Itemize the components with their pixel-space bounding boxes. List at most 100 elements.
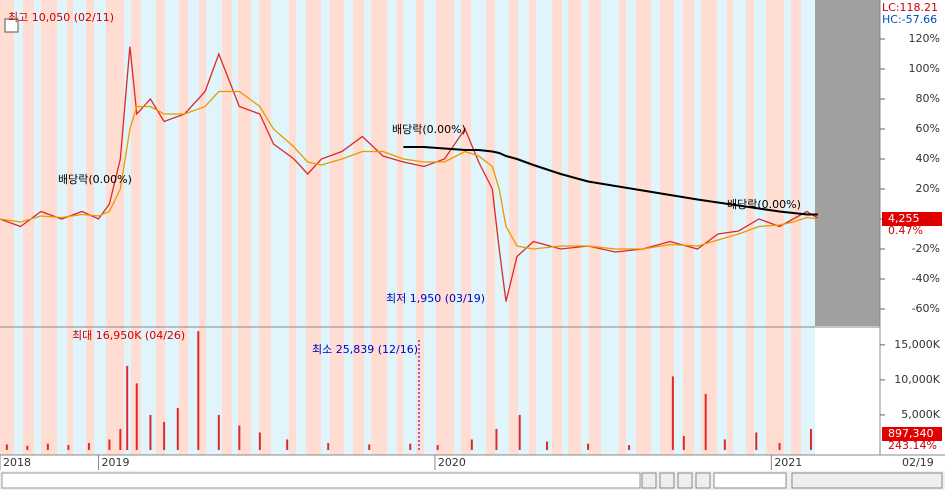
- stripe: [636, 0, 651, 455]
- stripe: [529, 0, 536, 455]
- stripe: [41, 0, 57, 455]
- volume-bar: [587, 443, 590, 450]
- annotation: 0.47%: [888, 224, 923, 237]
- stripe: [536, 0, 552, 455]
- volume-bar: [176, 407, 179, 450]
- volume-bar: [495, 428, 498, 450]
- y-tick-label: -60%: [912, 302, 940, 315]
- stripe: [424, 0, 436, 455]
- forward-button[interactable]: [695, 472, 711, 489]
- stripe: [206, 0, 222, 455]
- stripe: [199, 0, 206, 455]
- volume-bar: [135, 383, 138, 450]
- stripe: [486, 0, 495, 455]
- stripe: [397, 0, 403, 455]
- stripe: [131, 0, 141, 455]
- future-area: [815, 0, 880, 326]
- stripe: [141, 0, 156, 455]
- annotation: HC:-57.66: [882, 13, 937, 26]
- stripe: [766, 0, 784, 455]
- stripe: [94, 0, 106, 455]
- stripe: [495, 0, 509, 455]
- stripe: [34, 0, 41, 455]
- scrollbar[interactable]: [1, 472, 641, 489]
- stripe: [124, 0, 131, 455]
- stripe: [271, 0, 289, 455]
- stripe: [552, 0, 562, 455]
- stripe: [562, 0, 568, 455]
- volume-bar: [327, 442, 330, 450]
- stripe: [461, 0, 471, 455]
- annotation: 4,255: [888, 212, 920, 225]
- annotation: LC:118.21: [882, 1, 938, 14]
- annotation: 최고 10,050 (02/11): [8, 11, 114, 24]
- stripe: [733, 0, 746, 455]
- stripe: [403, 0, 416, 455]
- volume-bar: [108, 439, 111, 450]
- stripe: [321, 0, 330, 455]
- stripe: [106, 0, 124, 455]
- stripe: [188, 0, 199, 455]
- annotation: 배당락(0.00%): [392, 123, 466, 136]
- volume-bar: [5, 444, 8, 450]
- stripe: [222, 0, 232, 455]
- stripe: [509, 0, 518, 455]
- rewind-button[interactable]: [659, 472, 675, 489]
- stripe: [364, 0, 371, 455]
- y-tick-label: 15,000K: [894, 338, 940, 351]
- volume-bar: [126, 365, 129, 450]
- zoom-slider[interactable]: [713, 472, 787, 489]
- stripe: [179, 0, 188, 455]
- volume-bar: [197, 331, 200, 450]
- x-tick-label: 2020: [438, 456, 466, 469]
- volume-bar: [723, 439, 726, 450]
- y-tick-label: 10,000K: [894, 373, 940, 386]
- stripe: [568, 0, 581, 455]
- play-button[interactable]: [641, 472, 657, 489]
- y-tick-label: -40%: [912, 272, 940, 285]
- stripe: [727, 0, 733, 455]
- y-tick-label: -20%: [912, 242, 940, 255]
- stripe: [73, 0, 86, 455]
- stripe: [86, 0, 94, 455]
- x-tick-label: 2019: [101, 456, 129, 469]
- volume-bar: [149, 414, 152, 450]
- stripe: [165, 0, 179, 455]
- annotation: 243.14%: [888, 439, 937, 452]
- volume-bar: [436, 445, 439, 450]
- stripe: [436, 0, 454, 455]
- stripe: [694, 0, 701, 455]
- stripe: [754, 0, 766, 455]
- volume-badge: [882, 427, 942, 441]
- stripe: [416, 0, 424, 455]
- y-tick-label: 5,000K: [901, 408, 940, 421]
- volume-bar: [286, 439, 289, 450]
- volume-bar: [755, 432, 758, 450]
- stripe: [746, 0, 754, 455]
- stop-button[interactable]: [677, 472, 693, 489]
- stripe: [387, 0, 397, 455]
- annotation: 최대 16,950K (04/26): [72, 329, 185, 342]
- volume-bar: [809, 428, 812, 450]
- annotation: 최저 1,950 (03/19): [386, 292, 485, 305]
- stripe: [353, 0, 364, 455]
- stripe: [371, 0, 387, 455]
- stripe: [306, 0, 321, 455]
- background-stripes: [0, 0, 815, 455]
- stripe: [791, 0, 801, 455]
- annotation: 배당락(0.00%): [727, 198, 801, 211]
- stripe: [259, 0, 271, 455]
- volume-bar: [409, 443, 412, 450]
- volume-bar: [671, 376, 674, 450]
- zoom-buttons[interactable]: [791, 472, 943, 489]
- volume-bar: [87, 442, 90, 450]
- stripe: [784, 0, 791, 455]
- y-tick-label: 120%: [909, 32, 940, 45]
- volume-bar: [546, 441, 549, 450]
- stripe: [471, 0, 486, 455]
- stripe: [330, 0, 344, 455]
- menu-icon[interactable]: [4, 18, 19, 33]
- stripe: [581, 0, 589, 455]
- annotation: 02/19: [902, 456, 934, 469]
- volume-bar: [470, 439, 473, 450]
